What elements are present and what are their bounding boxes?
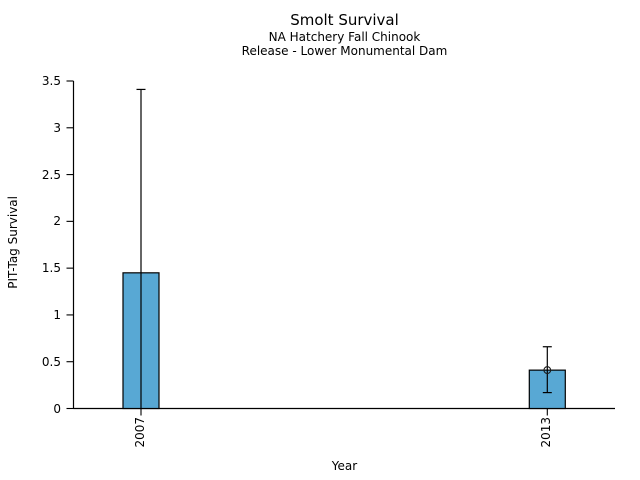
chart-subtitle-line-1: NA Hatchery Fall Chinook <box>268 30 421 44</box>
chart-title: Smolt Survival <box>290 11 399 29</box>
y-tick-label: 2.5 <box>41 167 61 182</box>
y-tick-label: 1 <box>53 307 61 322</box>
x-axis-label: Year <box>331 459 358 473</box>
x-tick-label-2013: 2013 <box>539 417 554 448</box>
chart-subtitle-line-2: Release - Lower Monumental Dam <box>241 44 448 58</box>
y-tick-label: 3 <box>53 120 61 135</box>
y-tick-label: 3.5 <box>41 74 61 88</box>
y-tick-label: 0 <box>53 401 61 416</box>
point-marker-2013 <box>543 366 552 375</box>
y-tick-label: 2 <box>53 214 61 229</box>
chart-header: Smolt Survival NA Hatchery Fall Chinook … <box>74 11 615 58</box>
y-tick-label: 1.5 <box>41 261 61 276</box>
x-tick-label-2007: 2007 <box>133 417 147 448</box>
y-tick-label: 0.5 <box>41 354 61 369</box>
